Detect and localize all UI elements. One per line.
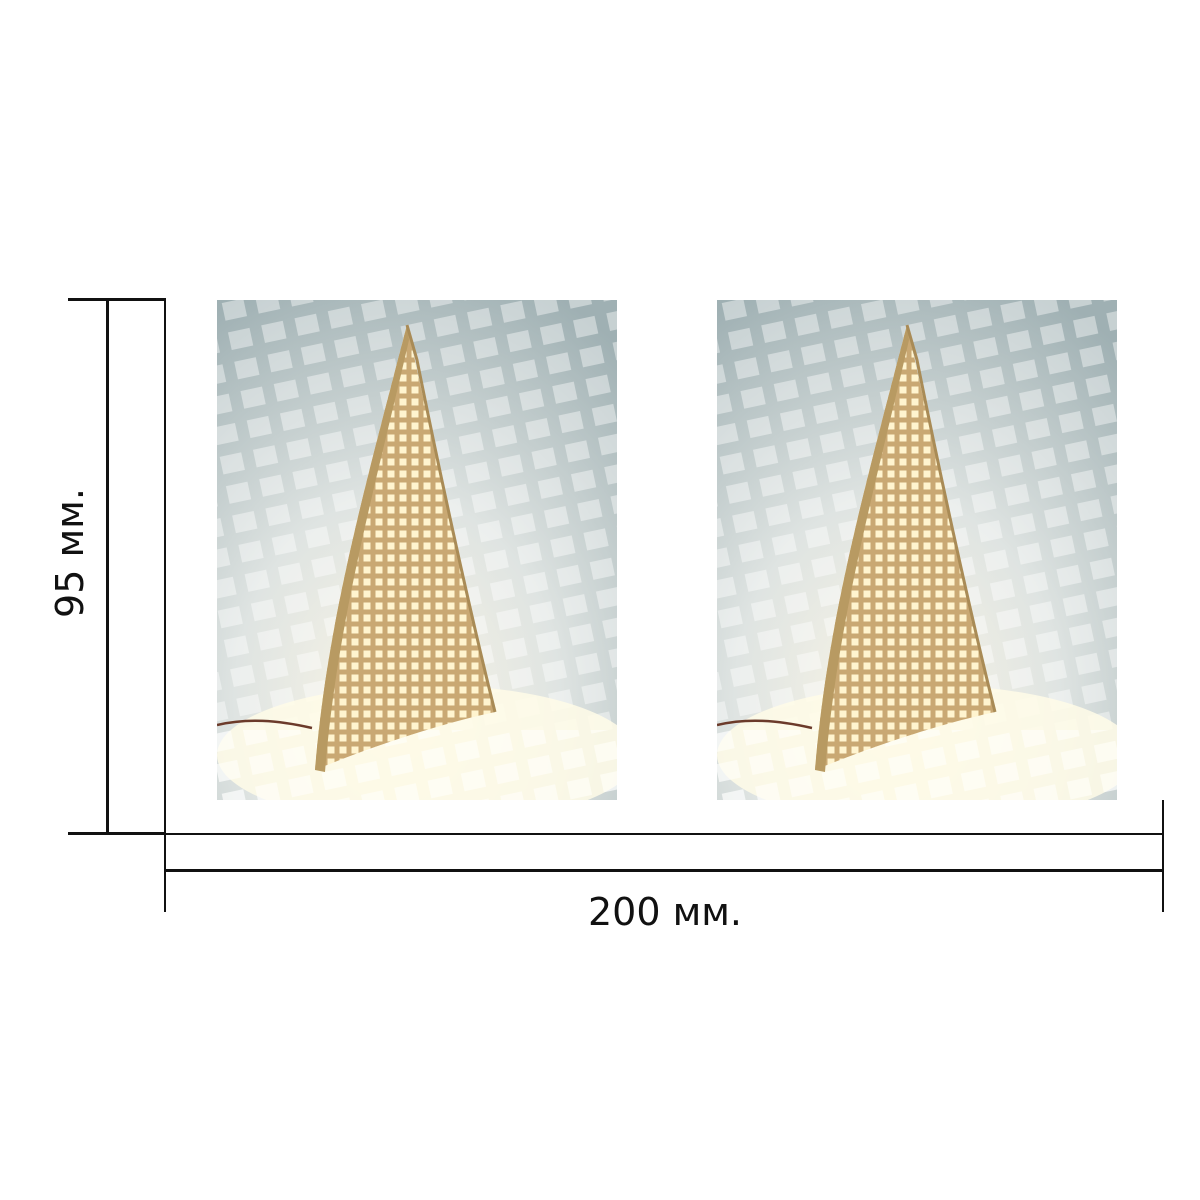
width-label: 200 мм. [587, 890, 743, 934]
lamp-photo-right [717, 300, 1117, 800]
width-bottom-line [164, 869, 1164, 872]
height-top-tick [68, 298, 166, 301]
width-left-tick [164, 800, 166, 912]
height-inner-line [164, 298, 166, 835]
height-label: 95 мм. [48, 488, 92, 618]
width-right-tick [1162, 800, 1164, 912]
height-outer-line [106, 298, 109, 835]
width-top-line [164, 833, 1164, 835]
height-bottom-tick [68, 832, 166, 835]
lamp-photo-left [217, 300, 617, 800]
